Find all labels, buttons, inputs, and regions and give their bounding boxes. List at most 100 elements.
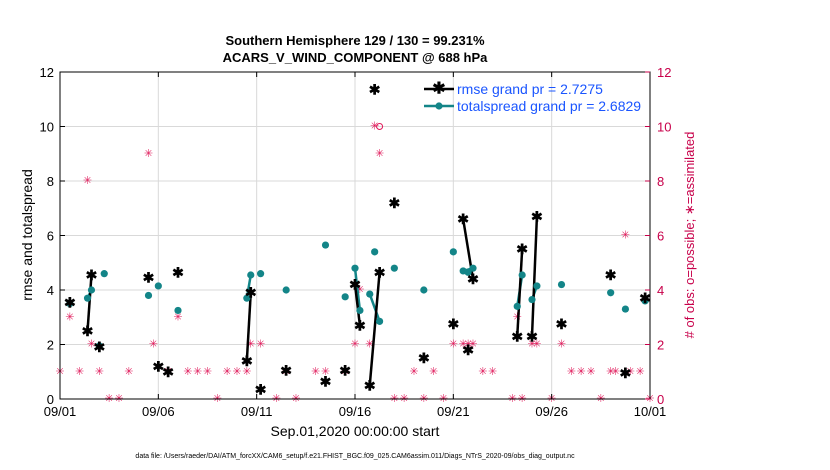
- obs-count-marker: ✳: [87, 339, 96, 351]
- obs-count-marker: ✳: [527, 339, 536, 351]
- spread-point: [87, 286, 96, 294]
- spread-point: [607, 289, 615, 297]
- spread-line: [353, 268, 362, 311]
- obs-count-marker: ✳: [557, 339, 566, 351]
- y-tick-label: 6: [47, 229, 54, 244]
- rmse-point: ✱: [516, 241, 528, 257]
- rmse-point: ✱: [462, 342, 474, 358]
- y-tick-label-right: 10: [657, 120, 671, 135]
- x-axis-label: Sep.01,2020 00:00:00 start: [271, 423, 440, 439]
- x-tick-label: 09/16: [339, 404, 372, 419]
- obs-count-marker: ✳: [626, 366, 635, 378]
- obs-count-marker: ✳: [459, 339, 468, 351]
- y-axis-label-left: rmse and totalspread: [19, 169, 35, 301]
- obs-count-marker: ✳: [256, 339, 265, 351]
- obs-count-marker: ✳: [75, 366, 84, 378]
- obs-count-marker: ✳: [449, 339, 458, 351]
- spread-point: [513, 302, 521, 310]
- spread-point: [351, 264, 359, 272]
- obs-count-marker: ✳: [282, 366, 291, 378]
- spread-point: [341, 293, 349, 301]
- obs-count-marker: ✳: [567, 366, 576, 378]
- axis-ticks: 09/01 09/06 09/11 09/16 09/21 09/26 10/010 02 24…: [40, 65, 672, 419]
- rmse-line: [530, 216, 539, 337]
- legend-rmse-label: rmse grand pr = 2.7275: [457, 81, 603, 97]
- obs-count-marker: ✳: [429, 366, 438, 378]
- obs-count-marker: ✳: [611, 366, 620, 378]
- rmse-point: ✱: [374, 264, 386, 280]
- legend: ✱ rmse grand pr = 2.7275 totalspread gra…: [424, 81, 641, 114]
- rmse-line: [86, 274, 93, 331]
- obs-count-marker: ✳: [355, 284, 364, 296]
- obs-count-marker: ✳: [341, 366, 350, 378]
- spread-point: [390, 264, 398, 272]
- x-tick-label: 09/26: [535, 404, 568, 419]
- obs-count-marker: ✳: [577, 366, 586, 378]
- spread-point: [282, 286, 290, 294]
- obs-count-marker: ✳: [311, 366, 320, 378]
- spread-point: [144, 291, 153, 300]
- obs-count-marker: ✳: [95, 366, 104, 378]
- obs-count-marker: ✳: [83, 175, 92, 187]
- spread-point: [557, 280, 566, 289]
- obs-count-marker: ✳: [193, 366, 202, 378]
- obs-count-marker: ✳: [375, 148, 384, 160]
- y-tick-label: 4: [47, 283, 54, 298]
- y-tick-label: 0: [47, 392, 54, 407]
- obs-count-marker: ✳: [350, 339, 359, 351]
- obs-count-marker: ✳: [321, 366, 330, 378]
- rmse-point: ✱: [467, 271, 479, 287]
- spread-point: [366, 290, 374, 298]
- x-tick-label: 09/11: [241, 404, 273, 419]
- spread-point: [66, 300, 74, 308]
- spread-point: [641, 297, 649, 305]
- spread-point: [528, 295, 536, 304]
- obs-count-marker: ✳: [478, 366, 487, 378]
- footer-data-file: data file: /Users/raeder/DAI/ATM_forcXX/…: [135, 453, 575, 460]
- x-tick-label: 09/06: [142, 404, 175, 419]
- spread-point: [420, 286, 428, 294]
- spread-line: [245, 274, 252, 299]
- y-tick-label-right: 4: [657, 283, 664, 298]
- rmse-line: [245, 292, 253, 361]
- obs-count-marker: ✳: [124, 366, 133, 378]
- rmse-point: ✱: [556, 316, 568, 332]
- spread-point: [469, 264, 477, 272]
- legend-rmse-marker: ✱: [432, 81, 445, 98]
- spread-point: [375, 317, 384, 325]
- rmse-line: [353, 284, 362, 326]
- legend-spread-marker: [435, 102, 443, 110]
- rmse-point: ✱: [447, 316, 459, 332]
- rmse-point: ✱: [93, 339, 105, 355]
- rmse-point: ✱: [255, 381, 267, 397]
- obs-count-marker: ✳: [365, 339, 374, 351]
- spread-point: [371, 248, 379, 256]
- rmse-point: ✱: [241, 353, 253, 369]
- spread-point: [533, 282, 541, 290]
- y-tick-label-right: 6: [657, 229, 664, 244]
- spread-point: [100, 270, 108, 278]
- rmse-point: ✱: [526, 328, 538, 344]
- rmse-line: [516, 249, 524, 337]
- y-tick-label-right: 2: [657, 338, 664, 353]
- rmse-point: ✱: [143, 270, 155, 286]
- y-tick-label: 10: [40, 120, 54, 135]
- y-tick-label-right: 8: [657, 174, 664, 189]
- rmse-point: ✱: [369, 82, 381, 98]
- obs-count-marker: ✳: [203, 366, 212, 378]
- obs-count-marker: ✳: [183, 366, 192, 378]
- rmse-point: ✱: [511, 328, 523, 344]
- rmse-point: ✱: [457, 211, 469, 227]
- spread-point: [321, 241, 330, 249]
- rmse-point: ✱: [620, 365, 632, 381]
- rmse-point: ✱: [339, 362, 351, 378]
- obs-count-marker: ✳: [173, 311, 182, 323]
- legend-spread-label: totalspread grand pr = 2.6829: [457, 98, 641, 114]
- obs-count-marker: ✳: [149, 339, 158, 351]
- obs-count-marker: ✳: [409, 366, 418, 378]
- rmse-point: ✱: [172, 264, 184, 280]
- chart-title-line2: ACARS_V_WIND_COMPONENT @ 688 hPa: [223, 50, 489, 65]
- spread-line: [368, 293, 381, 322]
- obs-count-marker: ✳: [463, 339, 472, 351]
